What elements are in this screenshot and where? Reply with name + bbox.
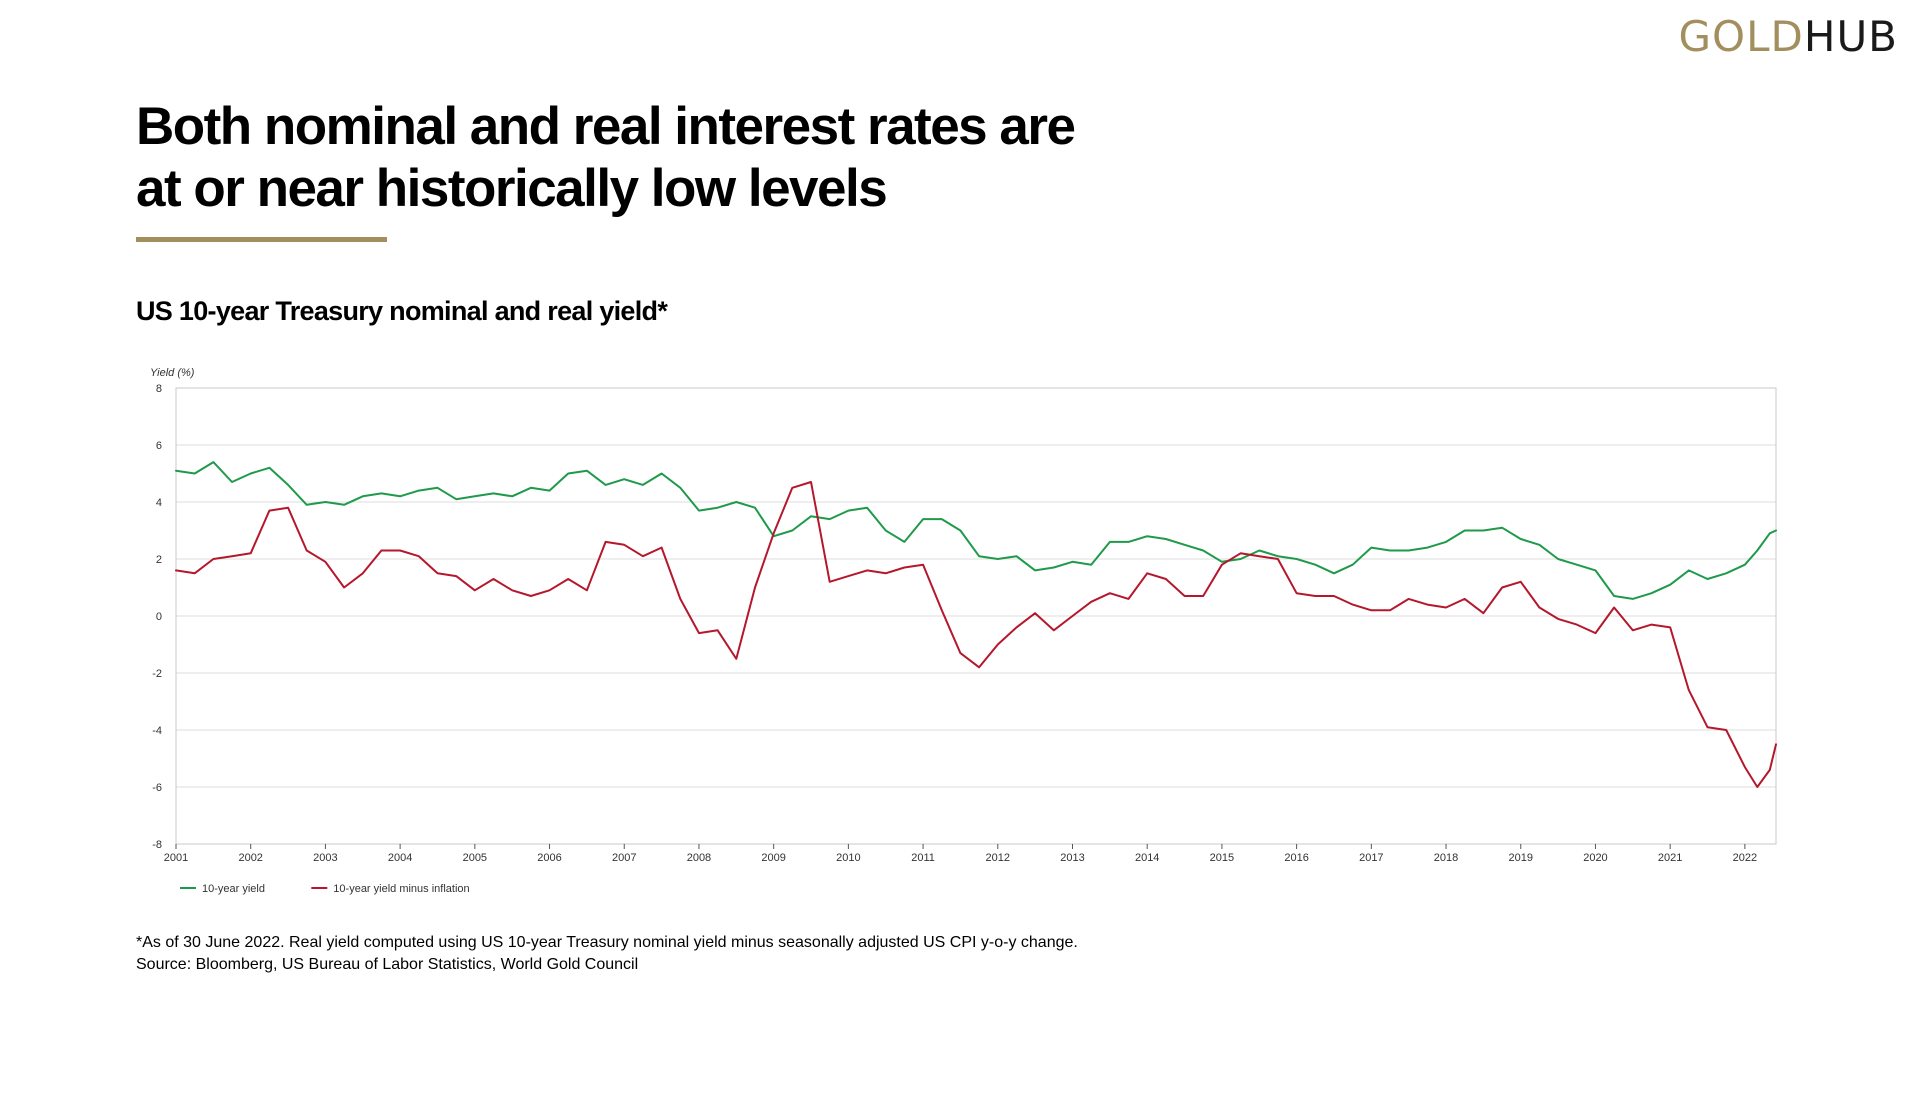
x-tick-label: 2013: [1060, 852, 1084, 864]
x-tick-label: 2022: [1733, 852, 1757, 864]
x-tick-label: 2005: [463, 852, 487, 864]
x-tick-label: 2021: [1658, 852, 1682, 864]
page-headline: Both nominal and real interest rates are…: [136, 96, 1236, 220]
y-tick-label: -2: [152, 668, 162, 680]
x-tick-label: 2003: [313, 852, 337, 864]
x-tick-label: 2019: [1509, 852, 1533, 864]
y-tick-label: -4: [152, 725, 162, 737]
y-axis-label: Yield (%): [150, 367, 195, 379]
y-tick-label: -6: [152, 782, 162, 794]
chart-container: Yield (%) -8 -6 -4 -2 0 2 4 6 8 2001 2002 2003 2004 20…: [130, 362, 1790, 902]
x-tick-label: 2014: [1135, 852, 1159, 864]
x-tick-label: 2015: [1210, 852, 1234, 864]
x-tick-label: 2004: [388, 852, 412, 864]
footnote-source: Source: Bloomberg, US Bureau of Labor St…: [136, 956, 639, 973]
legend-label: 10-year yield: [202, 883, 265, 895]
x-tick-label: 2011: [911, 852, 935, 864]
chart-title: US 10-year Treasury nominal and real yie…: [136, 296, 668, 326]
goldhub-logo[interactable]: GOLDHUB: [1679, 12, 1899, 61]
x-tick-label: 2007: [612, 852, 636, 864]
x-tick-label: 2010: [836, 852, 860, 864]
series-line-real-yield: [175, 481, 1777, 788]
plot-frame: [175, 387, 1777, 845]
headline-line-2: at or near historically low levels: [136, 159, 888, 218]
y-tick-label: 4: [156, 497, 162, 509]
x-tick-label: 2016: [1284, 852, 1308, 864]
logo-hub-text: HUB: [1803, 12, 1898, 61]
headline-accent-rule: [136, 237, 387, 242]
x-tick-label: 2020: [1583, 852, 1607, 864]
headline-line-1: Both nominal and real interest rates are: [136, 97, 1076, 156]
series-line-nominal-yield: [175, 461, 1777, 600]
y-tick-label: 8: [156, 383, 162, 395]
x-tick-label: 2008: [687, 852, 711, 864]
y-tick-label: -8: [152, 839, 162, 851]
x-tick-label: 2001: [164, 852, 188, 864]
footnote-note: *As of 30 June 2022. Real yield computed…: [136, 934, 1078, 951]
x-tick-label: 2009: [761, 852, 785, 864]
y-tick-label: 2: [156, 554, 162, 566]
legend-label: 10-year yield minus inflation: [333, 883, 469, 895]
x-tick-label: 2018: [1434, 852, 1458, 864]
x-tick-label: 2012: [986, 852, 1010, 864]
y-tick-label: 0: [156, 611, 162, 623]
y-tick-label: 6: [156, 440, 162, 452]
x-tick-label: 2002: [238, 852, 262, 864]
footnote: *As of 30 June 2022. Real yield computed…: [136, 932, 1078, 976]
x-tick-label: 2017: [1359, 852, 1383, 864]
x-tick-label: 2006: [537, 852, 561, 864]
yield-chart: Yield (%) -8 -6 -4 -2 0 2 4 6 8 2001 2002 2003 2004 20…: [150, 367, 1777, 895]
logo-gold-text: GOLD: [1678, 12, 1804, 61]
